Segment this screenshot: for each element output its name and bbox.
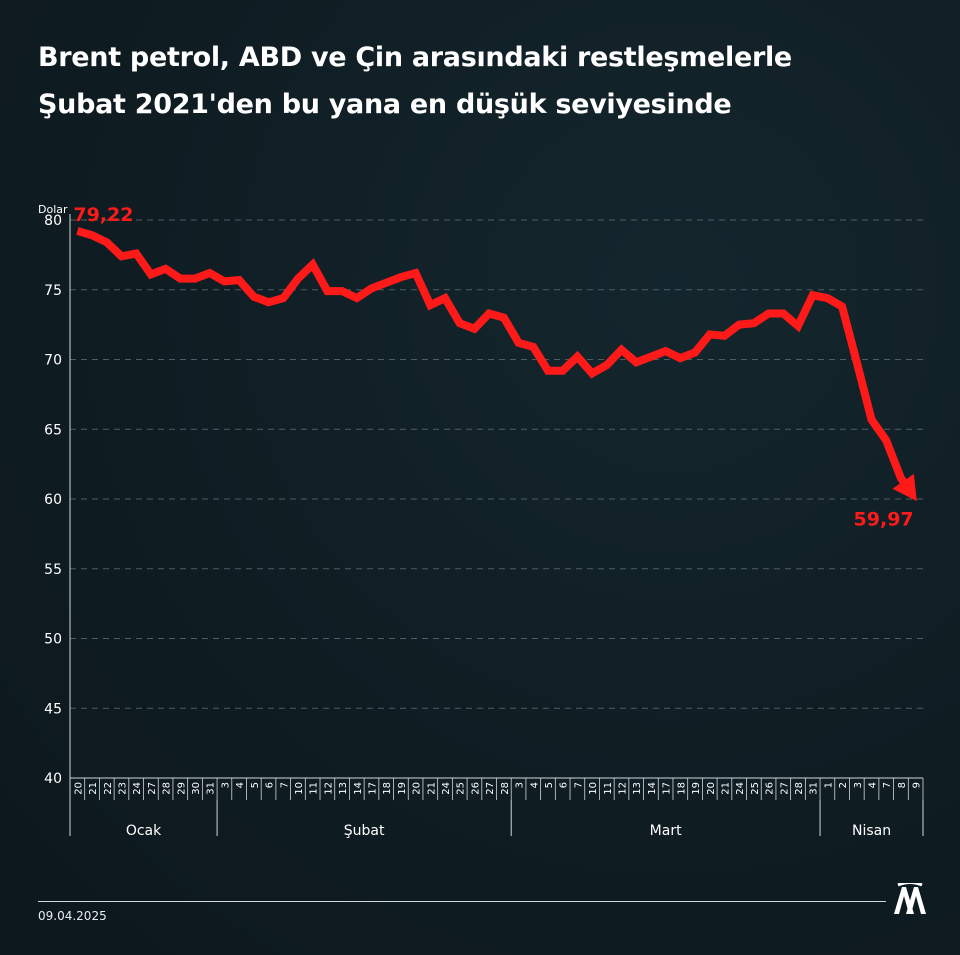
x-tick-label: 21 — [720, 782, 731, 795]
x-tick-label: 10 — [588, 782, 599, 795]
x-tick-label: 13 — [338, 782, 349, 795]
grid-lines — [70, 219, 923, 709]
y-axis-ticks: 40 45 50 55 60 65 70 75 80 — [44, 213, 62, 787]
y-tick-label: 80 — [44, 213, 62, 229]
x-tick-label: 21 — [88, 782, 99, 795]
month-label: Şubat — [344, 823, 385, 839]
x-tick-label: 8 — [897, 782, 908, 788]
x-axis: 20 21 22 23 24 27 28 29 30 31 3 4 5 6 7 10 11 12 13 14 17 18 1… — [69, 214, 924, 839]
x-tick-label: 19 — [691, 782, 702, 795]
x-tick-label: 17 — [662, 782, 673, 795]
x-tick-label: 24 — [735, 782, 746, 795]
x-tick-label: 11 — [309, 782, 320, 795]
x-tick-label: 17 — [367, 782, 378, 795]
y-tick-label: 40 — [44, 771, 62, 787]
series-line — [76, 227, 917, 502]
x-tick-label: 21 — [426, 782, 437, 795]
title-line-2: Şubat 2021'den bu yana en düşük seviyesi… — [38, 89, 732, 120]
x-tick-label: 20 — [706, 782, 717, 795]
month-label: Nisan — [852, 823, 891, 839]
title-line-1: Brent petrol, ABD ve Çin arasındaki rest… — [38, 42, 792, 73]
x-tick-label: 4 — [529, 782, 540, 788]
y-tick-label: 55 — [44, 562, 62, 578]
y-tick-label: 75 — [44, 283, 62, 299]
x-tick-label: 6 — [559, 782, 570, 788]
data-label: 59,97 — [854, 508, 914, 530]
annotations: 79,22 59,97 — [73, 204, 913, 531]
data-label: 79,22 — [73, 204, 133, 226]
x-tick-label: 24 — [132, 782, 143, 795]
x-tick-label: 4 — [235, 782, 246, 788]
x-tick-label: 12 — [323, 782, 334, 795]
month-label: Ocak — [126, 823, 162, 839]
x-tick-label: 19 — [397, 782, 408, 795]
x-tick-label: 3 — [220, 782, 231, 788]
x-tick-label: 30 — [191, 782, 202, 795]
y-tick-label: 50 — [44, 632, 62, 648]
x-tick-label: 3 — [515, 782, 526, 788]
x-tick-label: 5 — [544, 782, 555, 788]
y-tick-label: 70 — [44, 353, 62, 369]
x-tick-label: 12 — [618, 782, 629, 795]
x-tick-label: 6 — [265, 782, 276, 788]
x-tick-label: 24 — [441, 782, 452, 795]
x-tick-label: 25 — [456, 782, 467, 795]
x-tick-label: 26 — [470, 782, 481, 795]
x-tick-label: 27 — [779, 782, 790, 795]
footer-date: 09.04.2025 — [38, 909, 107, 923]
x-tick-label: 28 — [162, 782, 173, 795]
x-tick-label: 31 — [206, 782, 217, 795]
x-tick-label: 7 — [882, 782, 893, 788]
x-tick-label: 4 — [868, 782, 879, 788]
month-label: Mart — [650, 823, 682, 839]
x-tick-label: 14 — [647, 782, 658, 795]
x-tick-label: 22 — [103, 782, 114, 795]
x-tick-label: 1 — [823, 782, 834, 788]
y-axis-label: Dolar — [38, 203, 68, 216]
x-tick-label: 27 — [147, 782, 158, 795]
x-tick-label: 20 — [412, 782, 423, 795]
x-tick-label: 28 — [794, 782, 805, 795]
x-tick-label: 9 — [912, 782, 923, 788]
x-tick-label: 5 — [250, 782, 261, 788]
y-tick-label: 65 — [44, 422, 62, 438]
arrow-head — [892, 473, 917, 502]
x-tick-label: 13 — [632, 782, 643, 795]
series-line-path — [76, 227, 908, 486]
y-tick-label: 45 — [44, 701, 62, 717]
x-tick-label: 3 — [853, 782, 864, 788]
x-tick-label: 27 — [485, 782, 496, 795]
x-tick-label: 7 — [573, 782, 584, 788]
aa-logo-icon — [894, 883, 926, 914]
x-tick-label: 25 — [750, 782, 761, 795]
x-tick-label: 31 — [809, 782, 820, 795]
x-tick-label: 10 — [294, 782, 305, 795]
x-tick-label: 11 — [603, 782, 614, 795]
x-tick-label: 7 — [279, 782, 290, 788]
y-tick-label: 60 — [44, 492, 62, 508]
x-tick-label: 29 — [176, 782, 187, 795]
x-tick-label: 2 — [838, 782, 849, 788]
x-tick-label: 18 — [676, 782, 687, 795]
x-tick-label: 26 — [765, 782, 776, 795]
footer-divider — [38, 901, 886, 902]
x-tick-label: 14 — [353, 782, 364, 795]
x-tick-label: 18 — [382, 782, 393, 795]
x-tick-label: 20 — [73, 782, 84, 795]
x-tick-label: 28 — [500, 782, 511, 795]
x-tick-label: 23 — [117, 782, 128, 795]
chart-title: Brent petrol, ABD ve Çin arasındaki rest… — [38, 34, 918, 128]
